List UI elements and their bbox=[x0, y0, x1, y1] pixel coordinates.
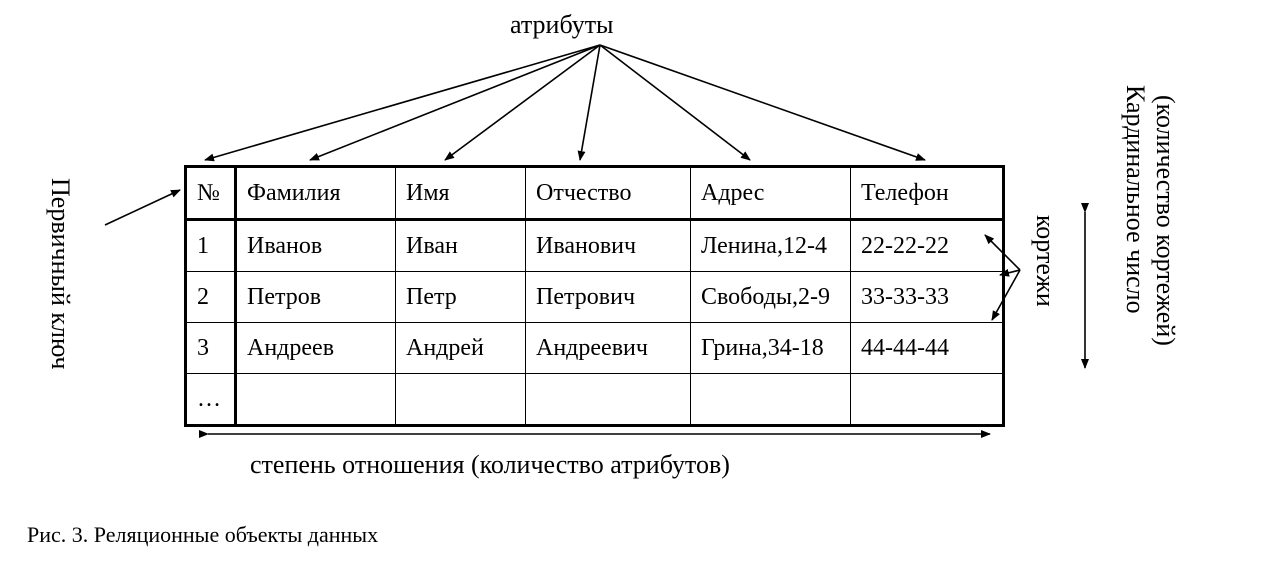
table-cell: … bbox=[186, 374, 236, 426]
table-header: №ФамилияИмяОтчествоАдресТелефон bbox=[186, 167, 1004, 220]
figure-caption: Рис. 3. Реляционные объекты данных bbox=[27, 522, 378, 548]
column-header: Телефон bbox=[851, 167, 1004, 220]
table-cell: 22-22-22 bbox=[851, 220, 1004, 272]
table-cell: 33-33-33 bbox=[851, 272, 1004, 323]
table-row: 2ПетровПетрПетровичСвободы,2-933-33-33 bbox=[186, 272, 1004, 323]
table-cell: Иван bbox=[396, 220, 526, 272]
column-header: Отчество bbox=[526, 167, 691, 220]
table-cell: 44-44-44 bbox=[851, 323, 1004, 374]
cardinality-label-line2: (количество кортежей) bbox=[1150, 95, 1180, 346]
diagram-canvas: атрибуты Первичный ключ кортежи Кардинал… bbox=[0, 0, 1261, 564]
table-cell: 2 bbox=[186, 272, 236, 323]
table-cell bbox=[691, 374, 851, 426]
primary-key-label: Первичный ключ bbox=[45, 178, 75, 370]
relation-table: №ФамилияИмяОтчествоАдресТелефон 1ИвановИ… bbox=[184, 165, 1005, 427]
column-header: Фамилия bbox=[236, 167, 396, 220]
table-cell: Свободы,2-9 bbox=[691, 272, 851, 323]
table-cell: Андрей bbox=[396, 323, 526, 374]
table-cell bbox=[236, 374, 396, 426]
table-cell: Ленина,12-4 bbox=[691, 220, 851, 272]
table-cell bbox=[851, 374, 1004, 426]
table-cell bbox=[396, 374, 526, 426]
table-cell: 3 bbox=[186, 323, 236, 374]
table-cell: Андреевич bbox=[526, 323, 691, 374]
tuples-label: кортежи bbox=[1030, 215, 1060, 307]
table-cell bbox=[526, 374, 691, 426]
column-header: Адрес bbox=[691, 167, 851, 220]
table-cell: Иванов bbox=[236, 220, 396, 272]
attribute-arrow bbox=[580, 45, 600, 160]
table-cell: Грина,34-18 bbox=[691, 323, 851, 374]
attributes-label: атрибуты bbox=[510, 10, 614, 40]
table-row: … bbox=[186, 374, 1004, 426]
table-cell: Андреев bbox=[236, 323, 396, 374]
column-header: Имя bbox=[396, 167, 526, 220]
table-row: 3АндреевАндрейАндреевичГрина,34-1844-44-… bbox=[186, 323, 1004, 374]
header-row: №ФамилияИмяОтчествоАдресТелефон bbox=[186, 167, 1004, 220]
attribute-arrow bbox=[205, 45, 600, 160]
table-row: 1ИвановИванИвановичЛенина,12-422-22-22 bbox=[186, 220, 1004, 272]
table-body: 1ИвановИванИвановичЛенина,12-422-22-222П… bbox=[186, 220, 1004, 426]
column-header: № bbox=[186, 167, 236, 220]
cardinality-label-line1: Кардинальное число bbox=[1120, 85, 1150, 314]
attribute-arrow bbox=[310, 45, 600, 160]
attribute-arrow bbox=[600, 45, 750, 160]
primary-key-arrow bbox=[105, 190, 180, 225]
table-cell: 1 bbox=[186, 220, 236, 272]
table-cell: Петров bbox=[236, 272, 396, 323]
table-cell: Петр bbox=[396, 272, 526, 323]
degree-label: степень отношения (количество атрибутов) bbox=[250, 450, 730, 480]
table-cell: Иванович bbox=[526, 220, 691, 272]
table-cell: Петрович bbox=[526, 272, 691, 323]
attribute-arrow bbox=[600, 45, 925, 160]
attribute-arrow bbox=[445, 45, 600, 160]
